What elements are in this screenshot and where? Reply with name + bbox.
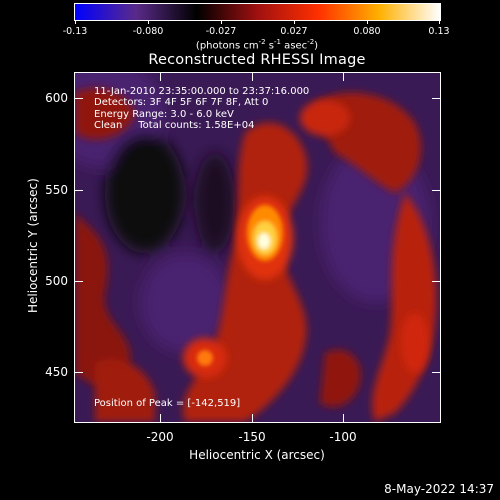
colorbar bbox=[74, 3, 441, 21]
x-tickmark bbox=[252, 414, 253, 422]
heatmap-image bbox=[75, 73, 440, 422]
colorbar-tick-label: 0.13 bbox=[428, 26, 450, 37]
total-counts: Clean Total counts: 1.58E+04 bbox=[94, 120, 255, 131]
colorbar-tick-label: -0.027 bbox=[205, 26, 237, 37]
x-tick-label: -100 bbox=[329, 430, 357, 444]
y-tick-label: 600 bbox=[45, 91, 68, 105]
colorbar-tick-label: -0.080 bbox=[132, 26, 164, 37]
timestamp: 8-May-2022 14:37 bbox=[384, 482, 494, 496]
colorbar-tickmark bbox=[294, 20, 295, 24]
x-tickmark bbox=[343, 414, 344, 422]
observation-time: 11-Jan-2010 23:35:00.000 to 23:37:16.000 bbox=[94, 86, 310, 97]
y-axis-label: Heliocentric Y (arcsec) bbox=[26, 178, 40, 313]
y-tick-label: 450 bbox=[45, 365, 68, 379]
x-tickmark bbox=[343, 73, 344, 81]
x-tickmark bbox=[160, 73, 161, 81]
colorbar-tick-label: 0.080 bbox=[353, 26, 381, 37]
plot-title: Reconstructed RHESSI Image bbox=[148, 52, 366, 68]
y-tickmark bbox=[75, 372, 83, 373]
y-tick-label: 550 bbox=[45, 183, 68, 197]
colorbar-tick-label: -0.13 bbox=[62, 26, 88, 37]
colorbar-units: (photons cm-2 s-1 asec-2) bbox=[195, 38, 319, 52]
detectors-info: Detectors: 3F 4F 5F 6F 7F 8F, Att 0 bbox=[94, 97, 269, 108]
colorbar-tickmark bbox=[221, 20, 222, 24]
colorbar-tickmark bbox=[148, 20, 149, 24]
x-tick-label: -200 bbox=[146, 430, 174, 444]
energy-range: Energy Range: 3.0 - 6.0 keV bbox=[94, 109, 234, 120]
y-tickmark bbox=[432, 281, 440, 282]
y-tickmark bbox=[75, 98, 83, 99]
x-tickmark bbox=[160, 414, 161, 422]
y-tickmark bbox=[432, 98, 440, 99]
colorbar-tick-label: 0.027 bbox=[280, 26, 308, 37]
peak-position: Position of Peak = [-142,519] bbox=[94, 398, 241, 409]
rhessi-image: 11-Jan-2010 23:35:00.000 to 23:37:16.000… bbox=[74, 72, 441, 423]
y-tickmark bbox=[75, 281, 83, 282]
colorbar-tickmark bbox=[367, 20, 368, 24]
y-tickmark bbox=[75, 190, 83, 191]
x-tickmark bbox=[252, 73, 253, 81]
y-tickmark bbox=[432, 372, 440, 373]
colorbar-tickmark bbox=[439, 20, 440, 24]
x-axis-label: Heliocentric X (arcsec) bbox=[189, 448, 325, 462]
y-tick-label: 500 bbox=[45, 274, 68, 288]
y-tickmark bbox=[432, 190, 440, 191]
colorbar-tickmark bbox=[75, 20, 76, 24]
x-tick-label: -150 bbox=[238, 430, 266, 444]
